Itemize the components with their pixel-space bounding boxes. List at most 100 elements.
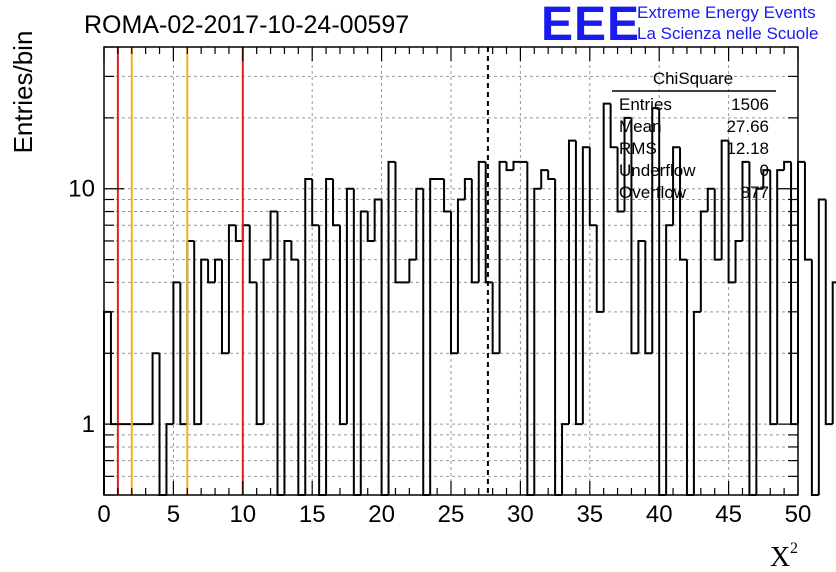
histogram-bin — [762, 169, 771, 189]
histogram-bin — [408, 258, 417, 283]
x-tick-label: 0 — [97, 501, 110, 528]
histogram-bin — [463, 177, 472, 200]
x-tick-label: 15 — [299, 501, 326, 528]
histogram-bin — [498, 160, 507, 354]
histogram-bin — [783, 160, 792, 171]
x-tick-label: 35 — [576, 501, 603, 528]
y-tick-labels: 1 10 — [68, 176, 95, 438]
stats-box-title: ChiSquare — [653, 69, 733, 88]
histogram-bin — [706, 187, 715, 212]
histogram-bin — [304, 177, 313, 495]
histogram-bin — [734, 239, 743, 283]
histogram-bin — [193, 240, 202, 426]
histogram-bin — [769, 170, 778, 426]
histogram-bin — [561, 423, 569, 495]
histogram-bin — [790, 161, 798, 426]
histogram-bin — [443, 178, 451, 213]
histogram-bin — [484, 161, 493, 284]
stats-row-label: Underflow — [619, 161, 696, 180]
x-axis-title-superscript: 2 — [790, 540, 798, 557]
histogram-bin — [672, 146, 681, 226]
histogram-bin — [651, 107, 660, 354]
histogram-bin — [588, 147, 597, 227]
eee-logo-line2: La Scienza nelle Scuole — [637, 24, 818, 43]
histogram-bin — [470, 178, 479, 284]
histogram-bin — [450, 211, 458, 355]
y-tick-label: 10 — [68, 176, 95, 203]
histogram-bin — [394, 161, 403, 284]
histogram-bin — [609, 103, 618, 149]
histogram-bin — [776, 169, 785, 425]
histogram-bin — [359, 210, 368, 495]
histogram-bin — [262, 258, 271, 425]
histogram-bin — [741, 160, 750, 241]
histogram-bin — [574, 140, 583, 426]
stats-box: ChiSquare Entries 1506 Mean 27.66 RMS 12.18 Un… — [612, 69, 776, 202]
histogram-bin — [491, 282, 500, 355]
x-axis-title-symbol: X — [770, 542, 790, 572]
histogram-bin — [109, 311, 118, 426]
stats-row-value: 0 — [760, 161, 769, 180]
eee-logo-text: EEE — [541, 0, 640, 51]
histogram-bin — [720, 139, 729, 260]
x-axis-title: X 2 — [770, 540, 798, 572]
histogram-bin — [623, 116, 632, 212]
histogram-bin — [824, 199, 833, 426]
histogram-bin — [810, 259, 819, 496]
x-tick-label: 10 — [229, 501, 256, 528]
stats-row-label: Mean — [619, 117, 662, 136]
x-tick-label: 40 — [646, 501, 673, 528]
histogram-bin — [227, 224, 236, 354]
histogram-bin — [505, 161, 514, 172]
histogram-bin — [186, 239, 195, 425]
stats-row-label: Entries — [619, 95, 672, 114]
histogram-bin — [373, 198, 382, 241]
stats-row-value: 27.66 — [726, 117, 769, 136]
y-axis-title: Entries/bin — [8, 31, 38, 154]
histogram-bin — [665, 224, 674, 495]
histogram-bin — [241, 224, 250, 241]
histogram-bin — [214, 258, 222, 283]
stats-row-label: RMS — [619, 139, 657, 158]
histogram-bin — [151, 352, 160, 425]
histogram-bin — [803, 161, 812, 261]
x-tick-label: 25 — [438, 501, 465, 528]
histogram-bin — [595, 225, 604, 313]
histogram-bin — [422, 188, 431, 496]
histogram-bin — [318, 225, 327, 496]
grid — [104, 46, 798, 496]
histogram-bin — [269, 210, 278, 260]
histogram-bin — [540, 169, 549, 189]
histogram-bin — [338, 225, 347, 426]
y-tick-label: 1 — [82, 411, 95, 438]
histogram-bin — [207, 259, 216, 284]
histogram-bin — [685, 259, 694, 496]
x-tick-label: 20 — [368, 501, 395, 528]
histogram-bin — [616, 147, 625, 213]
histogram-bin — [234, 225, 243, 242]
histogram-bin — [602, 102, 611, 312]
eee-logo-line1: Extreme Energy Events — [637, 3, 816, 22]
histogram-bin — [283, 239, 292, 495]
axes — [103, 46, 799, 496]
histogram-bin — [297, 259, 306, 496]
histogram-bin — [727, 140, 736, 284]
histogram-bin — [103, 310, 111, 495]
histogram-bin — [165, 423, 174, 495]
histogram-bin — [429, 177, 438, 495]
histogram-bin — [220, 259, 229, 355]
histogram-bin — [831, 281, 836, 425]
x-tick-labels: 0 5 10 15 20 25 30 35 40 45 50 — [97, 501, 811, 528]
x-tick-label: 5 — [167, 501, 180, 528]
chart-title: ROMA-02-2017-10-24-00597 — [84, 11, 409, 39]
histogram-bin — [554, 178, 563, 496]
histogram-bin — [179, 282, 188, 426]
histogram-bin — [630, 117, 639, 355]
stats-row-value: 877 — [741, 183, 769, 202]
histogram-bin — [637, 239, 646, 354]
histogram-bin — [172, 281, 181, 425]
histogram-bin — [644, 240, 653, 355]
histogram-bin — [415, 187, 424, 260]
histogram-bin — [380, 199, 389, 496]
